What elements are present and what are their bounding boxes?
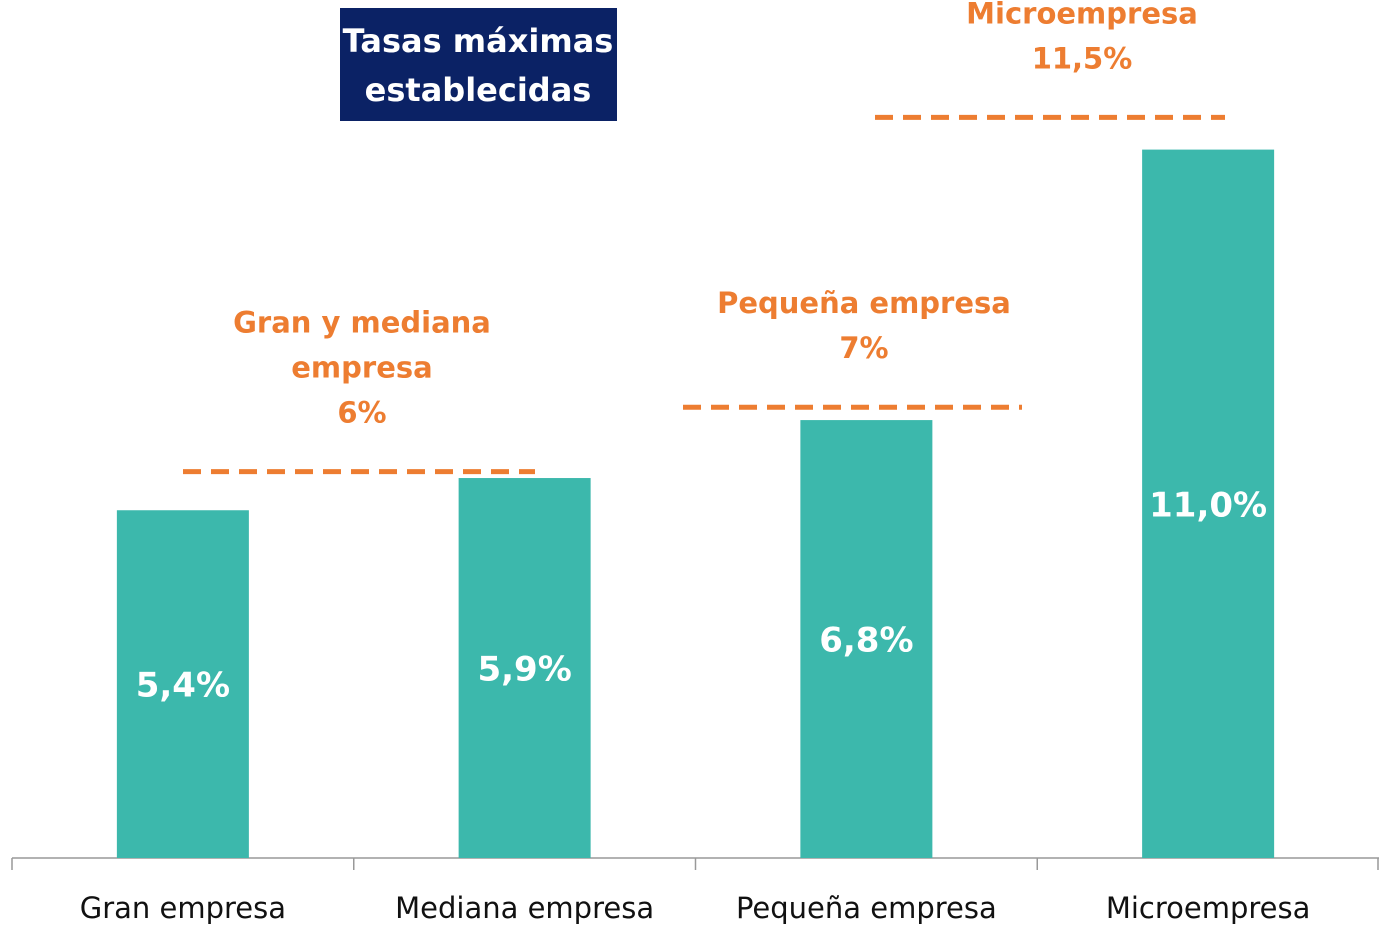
threshold-value-label: 7%: [839, 331, 888, 365]
x-tick-label: Pequeña empresa: [736, 891, 997, 925]
bar: [1142, 149, 1275, 859]
bar: [800, 420, 933, 858]
bar: [116, 510, 249, 858]
bar-value-label: 6,8%: [819, 621, 913, 661]
chart-title: establecidas: [365, 71, 592, 109]
bar-value-label: 5,9%: [477, 650, 571, 690]
x-tick-label: Mediana empresa: [395, 891, 654, 925]
bar-value-label: 5,4%: [136, 666, 230, 706]
x-tick-label: Microempresa: [1106, 891, 1311, 925]
threshold-label: Gran y mediana: [233, 306, 491, 340]
threshold-value-label: 11,5%: [1032, 41, 1133, 75]
title-box: [340, 8, 617, 121]
threshold-value-label: 6%: [337, 396, 386, 430]
threshold-label: Pequeña empresa: [717, 286, 1011, 320]
x-tick-label: Gran empresa: [80, 891, 286, 925]
chart-title: Tasas máximas: [343, 22, 614, 60]
threshold-label: empresa: [291, 351, 432, 385]
bar-value-label: 11,0%: [1149, 485, 1267, 525]
bar: [458, 478, 591, 858]
threshold-label: Microempresa: [966, 0, 1198, 30]
